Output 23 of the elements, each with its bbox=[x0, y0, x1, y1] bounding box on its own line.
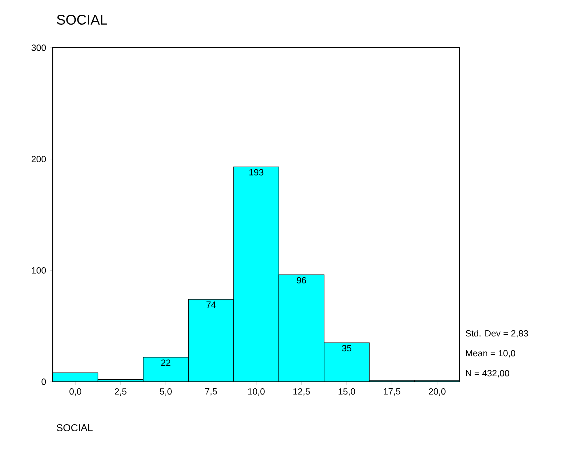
data-label: 35 bbox=[342, 345, 352, 352]
x-tick-label: 0,0 bbox=[70, 388, 82, 396]
x-tick-label: 2,5 bbox=[115, 388, 127, 396]
y-tick-label: 300 bbox=[32, 44, 46, 52]
text: Mean = 10,0 bbox=[466, 350, 516, 358]
x-tick-label: 17,5 bbox=[384, 388, 401, 396]
x-axis-title: SOCIAL bbox=[56, 424, 93, 432]
x-tick-label: 12,5 bbox=[294, 388, 310, 396]
x-tick-label: 7,5 bbox=[205, 388, 218, 396]
x-tick-label: 15,0 bbox=[338, 388, 356, 396]
data-label: 74 bbox=[206, 302, 216, 308]
text: N = 432,00 bbox=[466, 370, 510, 378]
x-tick-label: 10,0 bbox=[248, 388, 265, 396]
data-label: 96 bbox=[297, 277, 306, 284]
x-tick-label: 5,0 bbox=[160, 388, 172, 396]
x-tick-label: 20,0 bbox=[429, 388, 446, 396]
chart-title: SOCIAL bbox=[57, 15, 108, 25]
y-tick-label: 0 bbox=[42, 378, 46, 386]
data-label: 193 bbox=[250, 169, 264, 176]
y-tick-label: 100 bbox=[32, 267, 46, 274]
data-label: 22 bbox=[162, 360, 171, 366]
text: Std. Dev = 2,83 bbox=[466, 330, 528, 338]
y-tick-label: 200 bbox=[32, 156, 46, 163]
